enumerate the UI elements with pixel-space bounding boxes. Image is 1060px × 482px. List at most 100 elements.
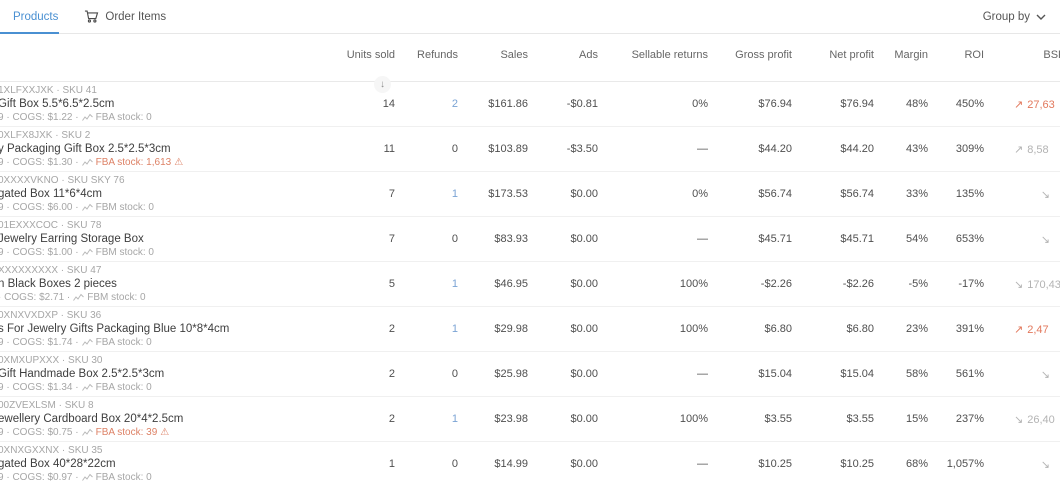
sparkline-icon[interactable] <box>81 338 93 347</box>
gross-profit-value: $56.74 <box>708 171 792 217</box>
sparkline-icon[interactable] <box>73 293 85 302</box>
column-header-units-sold[interactable]: Units sold <box>335 34 395 82</box>
margin-value: 33% <box>874 171 928 217</box>
net-profit-value: -$2.26 <box>792 261 874 307</box>
refunds-value[interactable]: 1 <box>395 396 458 442</box>
refunds-value[interactable]: 1 <box>395 261 458 307</box>
product-title[interactable]: y Packaging Gift Box 2.5*2.5*3cm <box>0 143 171 155</box>
product-cell: XXXXXXXXX · SKU 47 n Black Boxes 2 piece… <box>0 261 335 307</box>
column-header-ads[interactable]: Ads <box>528 34 598 82</box>
product-info: 9 · COGS: $0.97 · FBA stock: 0 ⚠ <box>0 471 335 482</box>
refunds-value[interactable]: 1 <box>395 171 458 217</box>
table-row[interactable]: XXXXXXXXX · SKU 47 n Black Boxes 2 piece… <box>0 261 1060 307</box>
products-table-wrap: ↓ Units sold Refunds Sales Ads Sellable … <box>0 34 1060 482</box>
tab-order-items[interactable]: Order Items <box>71 0 179 33</box>
units-sold-value: 1 <box>335 441 395 482</box>
ads-value: $0.00 <box>528 306 598 352</box>
sales-value: $103.89 <box>458 126 528 172</box>
sparkline-icon[interactable] <box>81 428 93 437</box>
product-cell: 0XNXVXDXP · SKU 36 s For Jewelry Gifts P… <box>0 306 335 352</box>
product-info: 9 · COGS: $1.00 · FBM stock: 0 ⚠ <box>0 246 335 259</box>
product-title[interactable]: Jewelry Earring Storage Box <box>0 233 144 245</box>
stock-text: FBA stock: 39 <box>95 427 158 438</box>
column-header-sellable-returns[interactable]: Sellable returns <box>598 34 708 82</box>
stock-text: FBA stock: 0 <box>95 382 152 393</box>
net-profit-value: $3.55 <box>792 396 874 442</box>
sparkline-icon[interactable] <box>81 113 93 122</box>
tab-products[interactable]: Products <box>0 0 71 34</box>
gross-profit-value: $15.04 <box>708 351 792 397</box>
trend-arrow-icon: ↘ <box>1040 458 1050 471</box>
column-header-bsr[interactable]: BSR <box>984 34 1060 82</box>
table-row[interactable]: 00ZVEXLSM · SKU 8 ewellery Cardboard Box… <box>0 396 1060 442</box>
refunds-value[interactable]: 0 <box>395 351 458 397</box>
gross-profit-value: $45.71 <box>708 216 792 262</box>
bsr-number: 8,58 <box>1027 143 1049 156</box>
units-sold-value: 2 <box>335 306 395 352</box>
column-header-gross-profit[interactable]: Gross profit <box>708 34 792 82</box>
ads-value: $0.00 <box>528 351 598 397</box>
trend-arrow-icon: ↘ <box>1040 233 1050 246</box>
product-cogs-text: · COGS: $2.71 · <box>0 292 71 303</box>
table-row[interactable]: 0XXXXVKNO · SKU SKY 76 gated Box 11*6*4c… <box>0 171 1060 217</box>
column-header-net-profit[interactable]: Net profit <box>792 34 874 82</box>
refunds-value[interactable]: 0 <box>395 441 458 482</box>
sparkline-icon[interactable] <box>81 203 93 212</box>
group-by-dropdown[interactable]: Group by <box>983 11 1046 23</box>
product-title[interactable]: s For Jewelry Gifts Packaging Blue 10*8*… <box>0 323 230 335</box>
sparkline-icon[interactable] <box>81 383 93 392</box>
product-cogs-text: 9 · COGS: $1.00 · <box>0 247 79 258</box>
stock-text: FBM stock: 0 <box>87 292 146 303</box>
product-sku: 0XNXVXDXP · SKU 36 <box>0 310 102 321</box>
column-header-sales[interactable]: Sales <box>458 34 528 82</box>
stock-text: FBA stock: 1,613 <box>95 157 172 168</box>
refunds-value[interactable]: 2 <box>395 81 458 127</box>
bsr-value: ↗ 27,63 <box>984 81 1060 127</box>
units-sold-value: 7 <box>335 216 395 262</box>
sparkline-icon[interactable] <box>81 158 93 167</box>
sales-value: $46.95 <box>458 261 528 307</box>
column-header-roi[interactable]: ROI <box>928 34 984 82</box>
sales-value: $29.98 <box>458 306 528 352</box>
warning-icon: ⚠ <box>174 156 184 168</box>
column-header-margin[interactable]: Margin <box>874 34 928 82</box>
units-sold-value: 2 <box>335 351 395 397</box>
product-title[interactable]: Gift Handmade Box 2.5*2.5*3cm <box>0 368 165 380</box>
sort-descending-icon[interactable]: ↓ <box>374 76 391 93</box>
table-row[interactable]: 1XLFXXJXK · SKU 41 Gift Box 5.5*6.5*2.5c… <box>0 81 1060 127</box>
product-sku: 0XLFX8JXK · SKU 2 <box>0 130 91 141</box>
refunds-value[interactable]: 0 <box>395 126 458 172</box>
product-title[interactable]: ewellery Cardboard Box 20*4*2.5cm <box>0 413 184 425</box>
sparkline-icon[interactable] <box>81 248 93 257</box>
product-sku: 0XNXGXXNX · SKU 35 <box>0 445 103 456</box>
product-sku: 00ZVEXLSM · SKU 8 <box>0 400 94 411</box>
roi-value: 309% <box>928 126 984 172</box>
sparkline-icon[interactable] <box>81 473 93 482</box>
product-cogs-text: 9 · COGS: $1.34 · <box>0 382 79 393</box>
table-row[interactable]: 0XMXUPXXX · SKU 30 Gift Handmade Box 2.5… <box>0 351 1060 397</box>
table-row[interactable]: 0XLFX8JXK · SKU 2 y Packaging Gift Box 2… <box>0 126 1060 172</box>
product-title[interactable]: gated Box 40*28*22cm <box>0 458 116 470</box>
sellable-returns-value: 0% <box>598 171 708 217</box>
table-row[interactable]: 0XNXGXXNX · SKU 35 gated Box 40*28*22cm … <box>0 441 1060 482</box>
ads-value: -$3.50 <box>528 126 598 172</box>
product-title[interactable]: n Black Boxes 2 pieces <box>0 278 117 290</box>
trend-arrow-icon: ↗ <box>1014 98 1024 111</box>
product-title[interactable]: Gift Box 5.5*6.5*2.5cm <box>0 98 115 110</box>
product-info: 9 · COGS: $1.34 · FBA stock: 0 ⚠ <box>0 381 335 394</box>
product-cogs-text: 9 · COGS: $6.00 · <box>0 202 79 213</box>
table-row[interactable]: 0XNXVXDXP · SKU 36 s For Jewelry Gifts P… <box>0 306 1060 352</box>
refunds-value[interactable]: 0 <box>395 216 458 262</box>
refunds-value[interactable]: 1 <box>395 306 458 352</box>
ads-value: $0.00 <box>528 261 598 307</box>
margin-value: 48% <box>874 81 928 127</box>
product-cell: 0XMXUPXXX · SKU 30 Gift Handmade Box 2.5… <box>0 351 335 397</box>
bsr-value: ↘ <box>984 171 1060 217</box>
sellable-returns-value: 0% <box>598 81 708 127</box>
table-row[interactable]: 01EXXXCOC · SKU 78 Jewelry Earring Stora… <box>0 216 1060 262</box>
trend-arrow-icon: ↘ <box>1014 278 1024 291</box>
products-table: Units sold Refunds Sales Ads Sellable re… <box>0 34 1060 482</box>
units-sold-value: 2 <box>335 396 395 442</box>
column-header-refunds[interactable]: Refunds <box>395 34 458 82</box>
product-title[interactable]: gated Box 11*6*4cm <box>0 188 102 200</box>
